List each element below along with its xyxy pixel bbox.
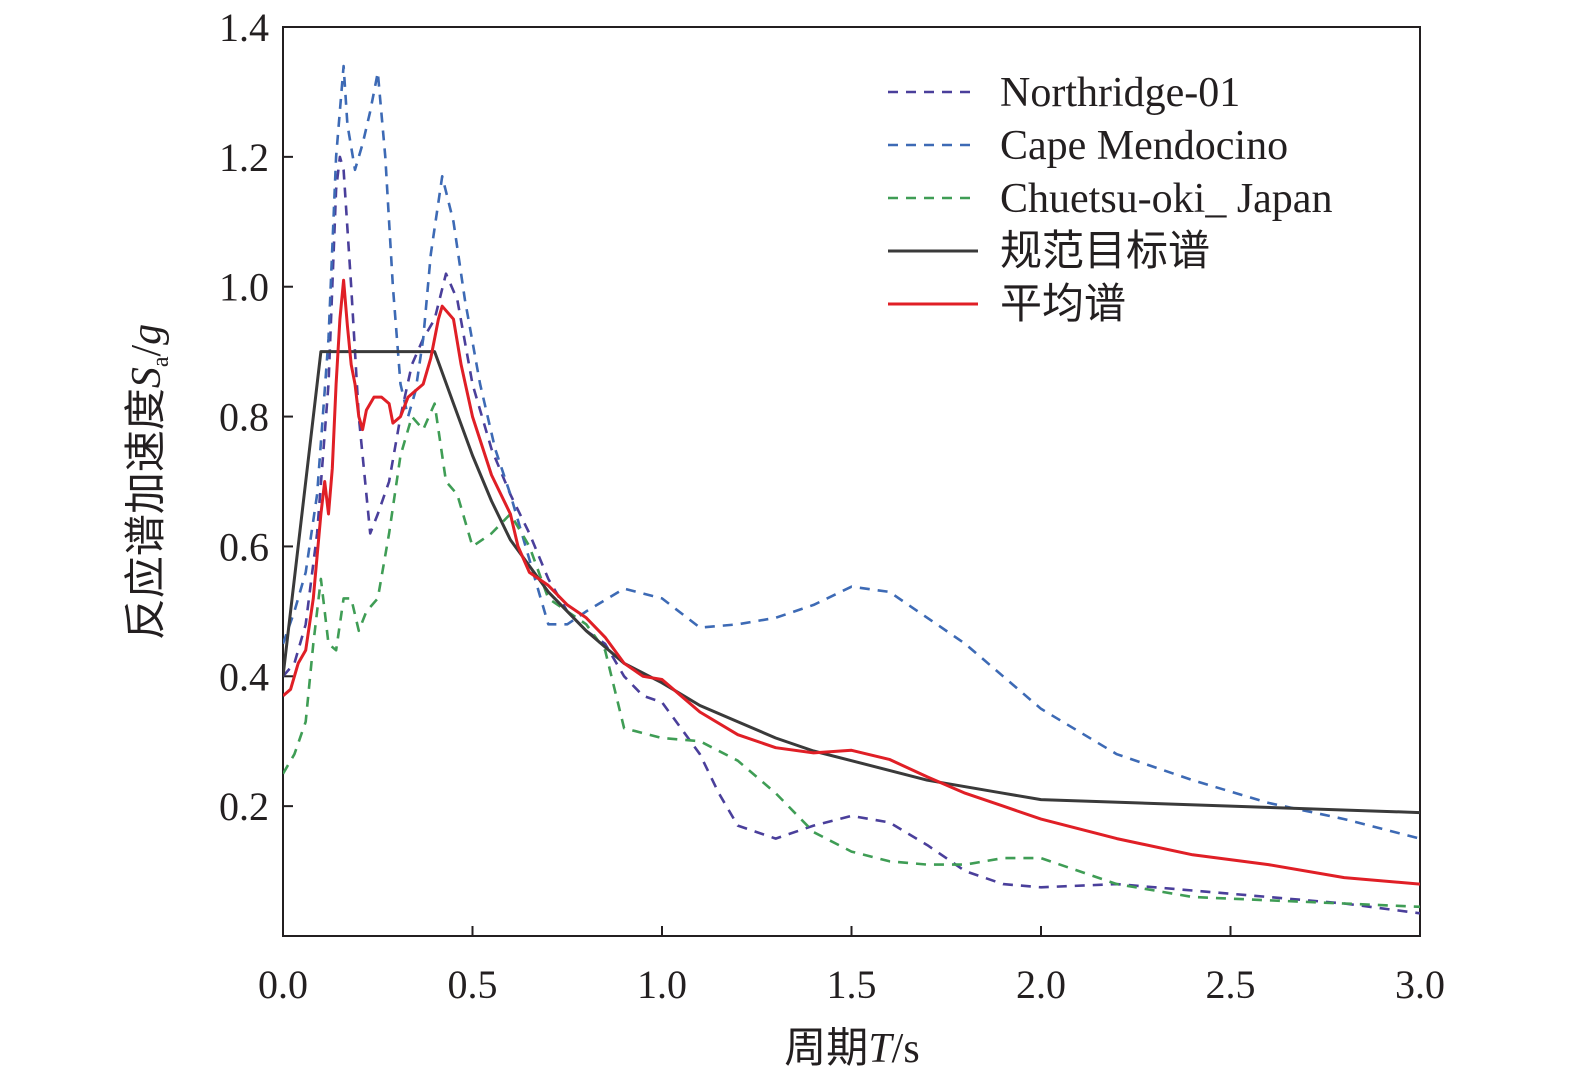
x-tick-label: 2.0 [1016, 962, 1066, 1007]
y-axis-label-slash: / [124, 345, 170, 357]
series-line-3 [283, 350, 1420, 815]
x-tick-label: 0.5 [448, 962, 498, 1007]
x-tick-label: 1.0 [637, 962, 687, 1007]
x-axis-ticks: 0.0 0.5 1.0 1.5 2.0 2.5 3.0 [258, 926, 1445, 1007]
y-tick-label: 1.2 [219, 135, 269, 180]
y-axis-label-g: g [124, 324, 170, 345]
y-tick-label: 0.8 [219, 395, 269, 440]
series-line-0 [283, 155, 1420, 915]
y-axis-ticks: 0.2 0.4 0.6 0.8 1.0 1.2 1.4 [219, 5, 293, 829]
y-axis-label-prefix: 反应谱加速度 [123, 388, 170, 640]
legend: Northridge-01 Cape Mendocino Chuetsu-oki_ … [888, 70, 1332, 328]
y-axis-label-sub: a [148, 356, 174, 367]
series-line-4 [283, 278, 1420, 886]
legend-label-2: Chuetsu-oki_ Japan [1000, 176, 1332, 222]
y-tick-label: 1.0 [219, 265, 269, 310]
series-lines [283, 64, 1420, 915]
x-axis-label: 周期T/s [784, 1026, 919, 1072]
y-tick-label: 0.6 [219, 524, 269, 569]
x-tick-label: 3.0 [1395, 962, 1445, 1007]
y-axis-label: 反应谱加速度Sa/g [123, 324, 174, 640]
y-tick-label: 0.2 [219, 784, 269, 829]
x-axis-label-prefix: 周期 [784, 1026, 868, 1072]
y-tick-label: 0.4 [219, 654, 269, 699]
series-line-2 [283, 402, 1420, 909]
y-tick-label: 1.4 [219, 5, 269, 50]
y-axis-label-var: S [124, 367, 170, 388]
series-line-1 [283, 64, 1420, 840]
x-tick-label: 2.5 [1206, 962, 1256, 1007]
legend-label-1: Cape Mendocino [1000, 123, 1288, 169]
legend-label-3: 规范目标谱 [1000, 229, 1210, 275]
legend-label-4: 平均谱 [1000, 282, 1126, 328]
legend-label-0: Northridge-01 [1000, 70, 1240, 116]
x-axis-label-unit: /s [892, 1026, 920, 1072]
x-axis-label-var: T [868, 1026, 894, 1072]
x-tick-label: 1.5 [827, 962, 877, 1007]
x-tick-label: 0.0 [258, 962, 308, 1007]
